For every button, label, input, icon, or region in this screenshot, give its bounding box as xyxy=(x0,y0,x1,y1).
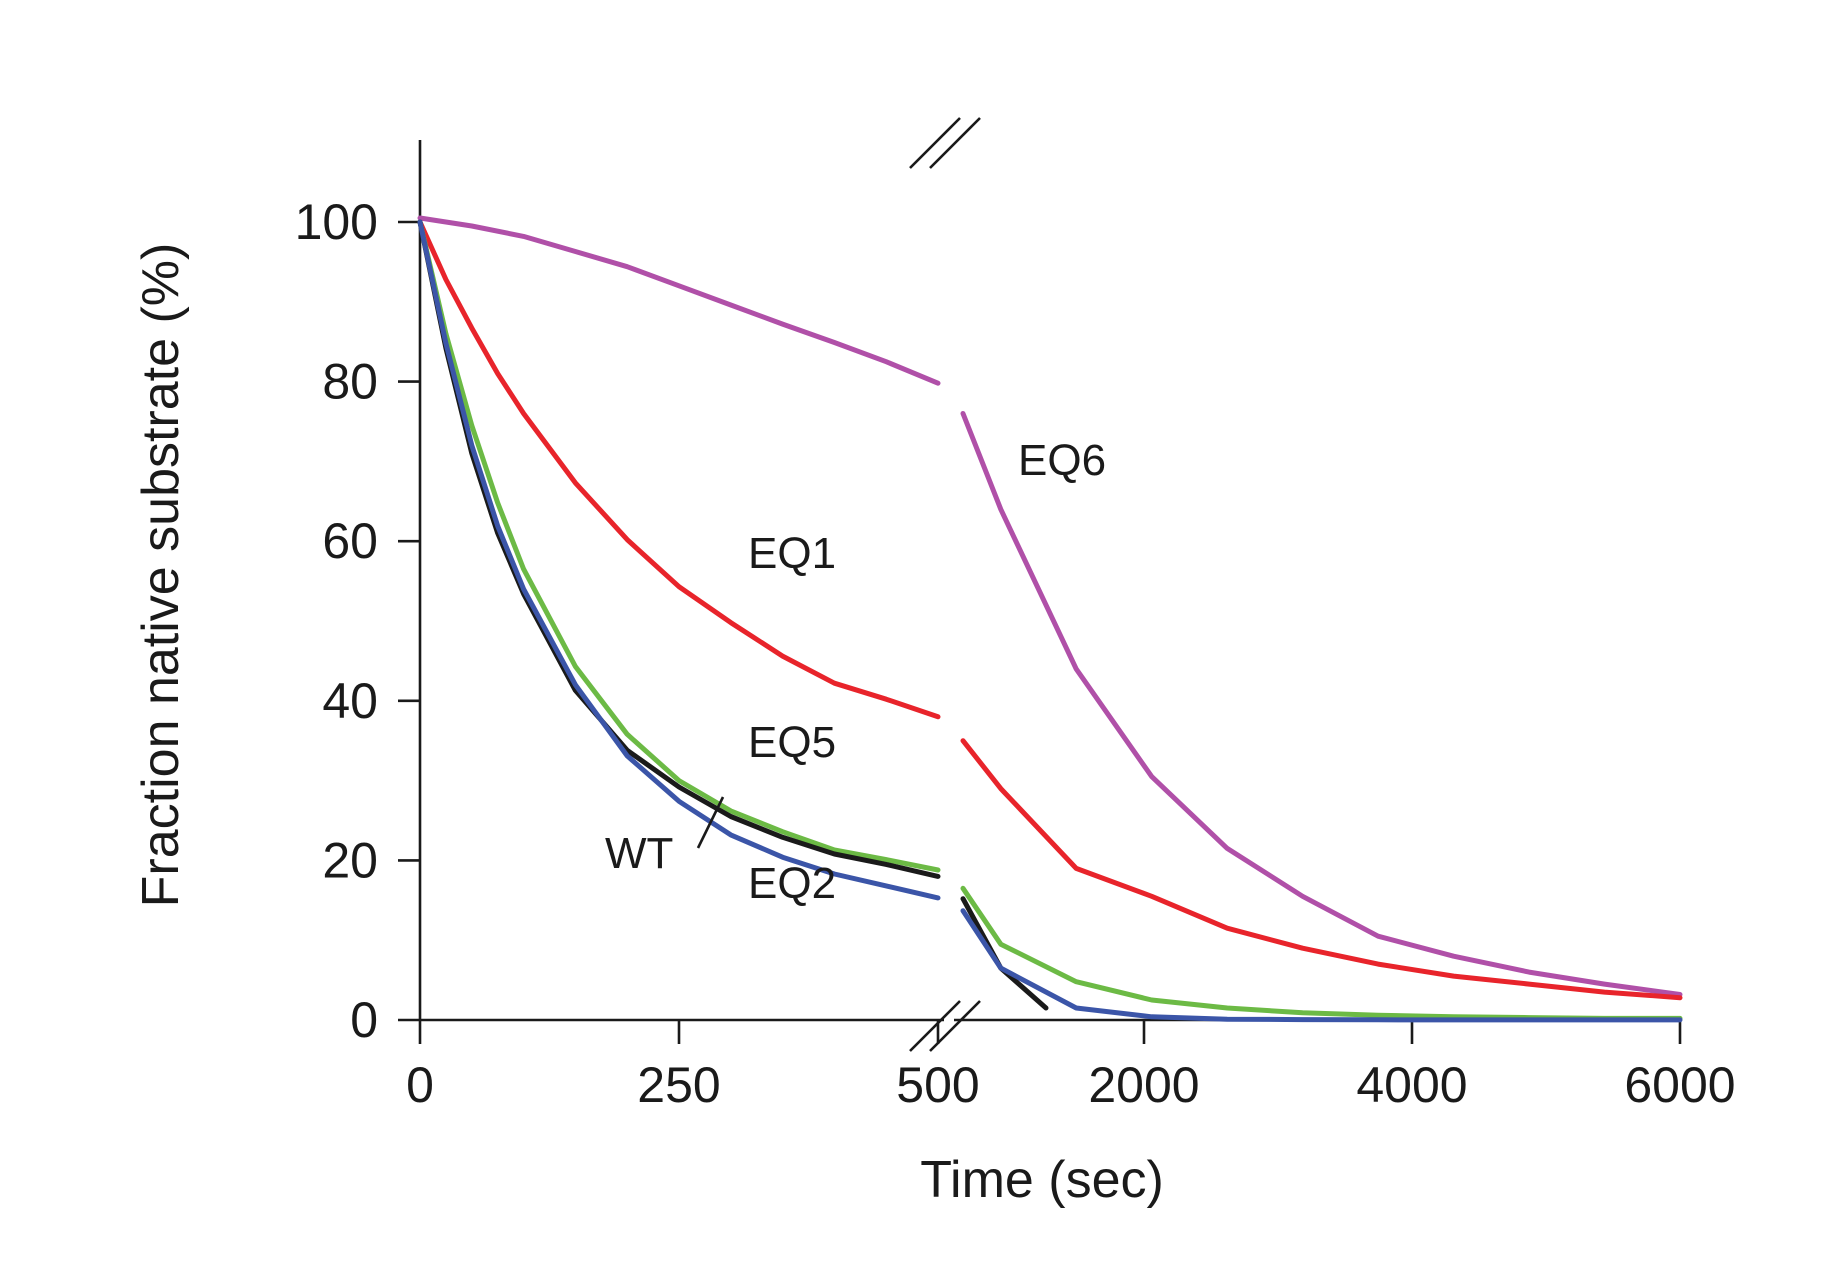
y-tick-label-0: 0 xyxy=(350,992,378,1048)
x-tick-label-250: 250 xyxy=(637,1057,720,1113)
series-line-eq1-segment-1 xyxy=(417,219,941,720)
series-line-eq2-segment-2 xyxy=(960,908,1683,1023)
y-tick-label-80: 80 xyxy=(322,354,378,410)
series-line-wt-segment-2 xyxy=(960,896,1049,1011)
wt-leader-line xyxy=(696,796,725,849)
x-tick-label-2000: 2000 xyxy=(1088,1057,1199,1113)
x-axis-title: Time (sec) xyxy=(920,1151,1164,1209)
series-label-eq2: EQ2 xyxy=(748,859,836,908)
x-tick-label-4000: 4000 xyxy=(1356,1057,1467,1113)
y-tick-label-40: 40 xyxy=(322,673,378,729)
axes: 0 20 40 60 80 100 0 250 500 2000 4000 6000 xyxy=(295,117,1736,1113)
y-axis-title: Fraction native substrate (%) xyxy=(132,243,190,908)
series-layer xyxy=(417,215,1683,1023)
y-tick-label-100: 100 xyxy=(295,194,378,250)
series-label-eq1: EQ1 xyxy=(748,529,836,578)
x-tick-label-500: 500 xyxy=(896,1057,979,1113)
x-axis-break-mark-1 xyxy=(909,1000,961,1052)
series-line-eq2-segment-1 xyxy=(417,219,941,901)
y-tick-label-20: 20 xyxy=(322,832,378,888)
series-label-eq5: EQ5 xyxy=(748,718,836,767)
series-label-eq6: EQ6 xyxy=(1018,436,1106,485)
labels: Fraction native substrate (%) Time (sec)… xyxy=(132,243,1164,1209)
series-line-eq6-segment-1 xyxy=(417,215,941,386)
x-axis-break-mark-2 xyxy=(929,1000,981,1052)
top-break-mark-2 xyxy=(929,117,981,169)
series-label-wt: WT xyxy=(605,829,673,878)
x-tick-label-0: 0 xyxy=(406,1057,434,1113)
series-line-eq1-segment-2 xyxy=(960,738,1683,1001)
series-line-eq6-segment-2 xyxy=(960,411,1683,997)
series-line-eq5-segment-1 xyxy=(417,219,941,873)
x-tick-label-6000: 6000 xyxy=(1624,1057,1735,1113)
y-tick-label-60: 60 xyxy=(322,513,378,569)
top-break-mark-1 xyxy=(909,117,961,169)
